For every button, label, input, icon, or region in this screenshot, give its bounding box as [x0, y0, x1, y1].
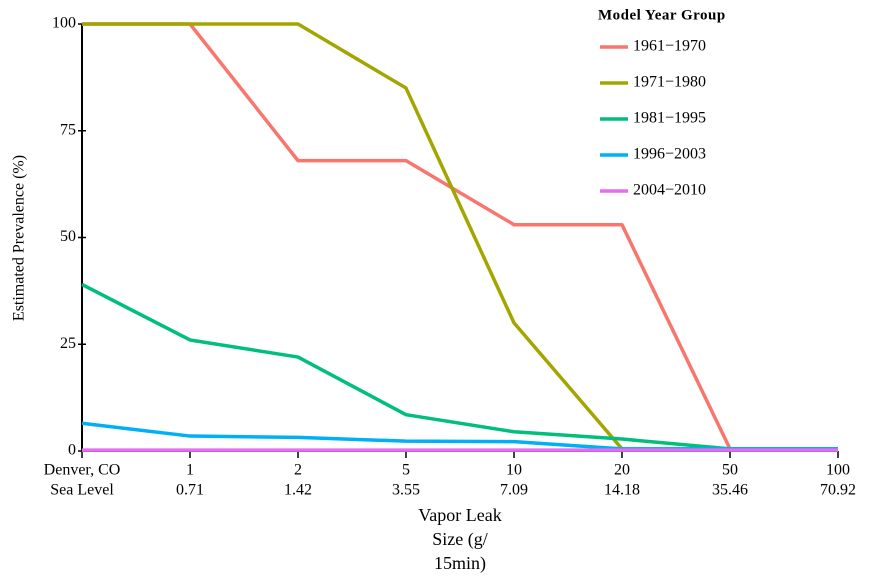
x-tick-label: 100: [826, 462, 850, 479]
y-tick-label: 25: [60, 335, 76, 352]
x-tick-label: 1: [186, 462, 194, 479]
x-tick-label-2: 3.55: [392, 482, 420, 499]
x-tick-label: 5: [402, 462, 410, 479]
series-line: [81, 282, 838, 451]
x-tick-label: 50: [722, 462, 738, 479]
x-tick-label-2: 0.71: [176, 482, 204, 499]
x-tick-label-2: 1.42: [284, 482, 312, 499]
legend-label: 2004−2010: [633, 182, 706, 199]
x-tick-label: 2: [294, 462, 302, 479]
x-tick-label-2: 14.18: [604, 482, 640, 499]
legend-label: 1971−1980: [633, 74, 706, 91]
y-tick-label: 100: [52, 15, 76, 32]
y-tick-label: 75: [60, 121, 76, 138]
x-axis-label: 15min): [434, 553, 486, 574]
x-tick-label: 10: [506, 462, 522, 479]
legend-label: 1961−1970: [633, 38, 706, 55]
x-axis-label: Size (g/: [432, 529, 488, 550]
x-axis-label: Vapor Leak: [418, 505, 501, 525]
series-line: [82, 22, 838, 451]
x-tick-label-2: 7.09: [500, 482, 528, 499]
legend-title: Model Year Group: [598, 7, 726, 23]
x-tick-label-2: 35.46: [712, 482, 748, 499]
legend-label: 1996−2003: [633, 146, 706, 163]
series-line: [82, 22, 838, 451]
y-tick-label: 0: [68, 442, 76, 459]
x-tick-label: 20: [614, 462, 630, 479]
legend-label: 1981−1995: [633, 110, 706, 127]
x-tick-label-2: Sea Level: [50, 482, 114, 499]
y-tick-label: 50: [60, 228, 76, 245]
x-tick-label-2: 70.92: [820, 482, 856, 499]
x-tick-label: Denver, CO: [44, 462, 121, 479]
y-axis-label: Estimated Prevalence (%): [11, 155, 28, 321]
